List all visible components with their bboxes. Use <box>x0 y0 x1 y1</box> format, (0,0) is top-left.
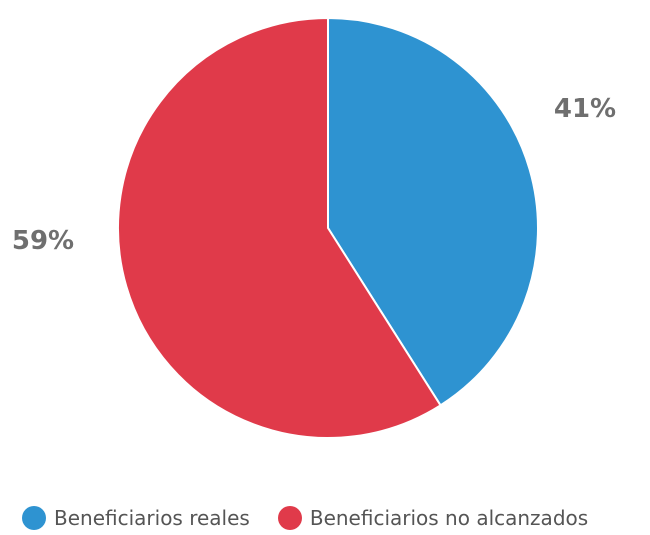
pie-slice-beneficiarios-no-alcanzados <box>117 16 442 439</box>
slice-label-beneficiarios-reales: 41% <box>554 94 616 124</box>
legend-label: Beneficiarios no alcanzados <box>309 506 589 530</box>
pie-slice-beneficiarios-reales <box>327 16 539 407</box>
slice-label-beneficiarios-no-alcanzados: 59% <box>12 226 74 256</box>
legend-item-beneficiarios-reales: Beneficiarios reales <box>22 506 250 530</box>
legend-swatch-red <box>277 506 302 530</box>
pie-slices <box>117 16 539 439</box>
chart-legend: Beneficiarios reales Beneficiarios no al… <box>22 506 588 530</box>
legend-item-beneficiarios-no-alcanzados: Beneficiarios no alcanzados <box>277 506 589 530</box>
legend-label: Beneficiarios reales <box>54 506 250 530</box>
legend-swatch-blue <box>22 506 46 530</box>
